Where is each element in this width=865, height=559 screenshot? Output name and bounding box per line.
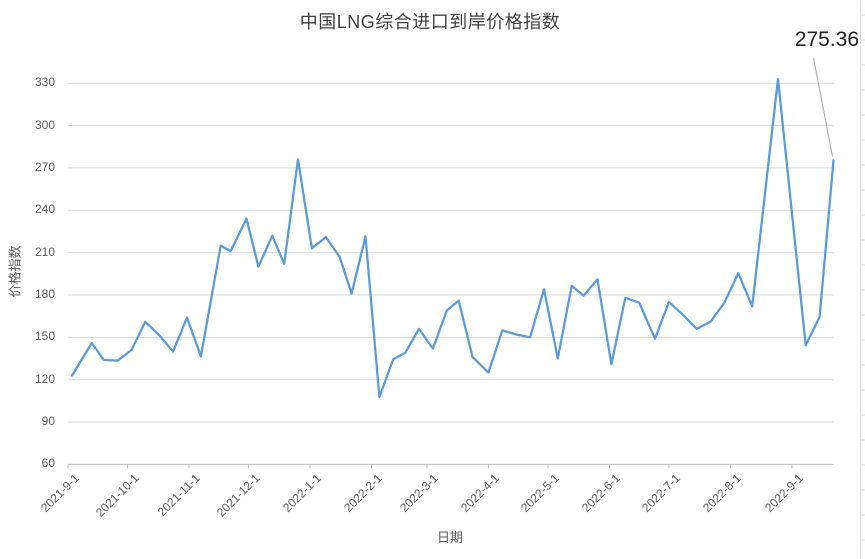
y-axis-tick-label: 240 — [34, 202, 55, 217]
y-axis-tick-label: 150 — [34, 329, 55, 344]
x-axis-title: 日期 — [436, 530, 463, 545]
y-axis-tick-label: 270 — [34, 159, 55, 174]
price-index-line — [70, 77, 835, 399]
y-axis-tick-label: 300 — [34, 117, 55, 132]
annotation-leader-line — [813, 57, 833, 157]
chart-title: 中国LNG综合进口到岸价格指数 — [299, 12, 561, 32]
y-axis-tick-label: 180 — [34, 286, 55, 301]
y-axis-tick-label: 120 — [34, 371, 55, 386]
y-axis-tick-label: 90 — [41, 414, 55, 429]
last-point-annotation: 275.36 — [794, 28, 859, 51]
y-axis-tick-label: 60 — [41, 456, 55, 471]
y-axis-tick-label: 210 — [34, 244, 55, 259]
y-axis-tick-label: 330 — [34, 75, 55, 90]
